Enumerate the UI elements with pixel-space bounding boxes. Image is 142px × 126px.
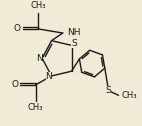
Text: N: N [46,72,52,81]
Text: N: N [36,54,42,63]
Text: NH: NH [67,28,80,37]
Text: CH₃: CH₃ [122,91,137,100]
Text: S: S [71,39,77,49]
Text: O: O [11,80,18,89]
Text: O: O [13,24,20,33]
Text: S: S [106,86,111,95]
Text: CH₃: CH₃ [30,1,46,10]
Text: CH₃: CH₃ [28,103,43,112]
